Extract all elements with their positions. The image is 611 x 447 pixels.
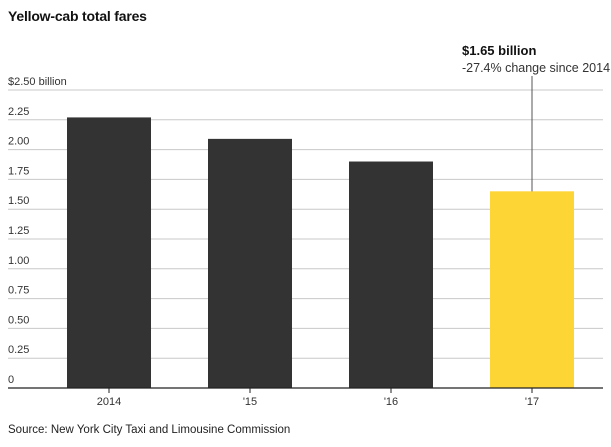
x-tick-label: '15 xyxy=(243,396,257,408)
y-tick-label: 1.25 xyxy=(8,225,29,237)
y-tick-label: 2.00 xyxy=(8,136,29,148)
y-tick-label: 1.75 xyxy=(8,165,29,177)
y-tick-label: 0.50 xyxy=(8,314,29,326)
chart-title: Yellow-cab total fares xyxy=(8,8,147,24)
x-tick-label: '16 xyxy=(384,396,398,408)
y-tick-label: $2.50 billion xyxy=(8,76,67,88)
y-tick-label: 1.00 xyxy=(8,255,29,267)
bar-2 xyxy=(349,161,433,388)
y-tick-label: 0.25 xyxy=(8,344,29,356)
y-tick-label: 0 xyxy=(8,374,14,386)
annotation-change: -27.4% change since 2014 xyxy=(462,61,610,75)
y-tick-label: 1.50 xyxy=(8,195,29,207)
source-note: Source: New York City Taxi and Limousine… xyxy=(8,424,291,436)
x-tick-label: 2014 xyxy=(97,396,121,408)
y-tick-label: 0.75 xyxy=(8,285,29,297)
annotation-value: $1.65 billion xyxy=(462,43,536,58)
bar-3 xyxy=(490,191,574,388)
bar-0 xyxy=(67,117,151,388)
bar-1 xyxy=(208,138,292,388)
x-tick-label: '17 xyxy=(525,396,539,408)
y-tick-label: 2.25 xyxy=(8,106,29,118)
